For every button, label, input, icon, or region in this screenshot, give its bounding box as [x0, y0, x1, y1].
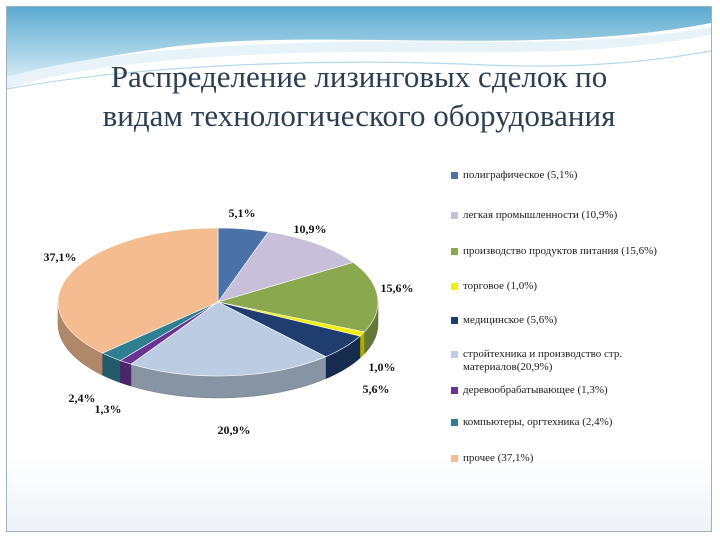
pie-slice-3 — [217, 262, 379, 333]
slide: Распределение лизинговых сделок по видам… — [6, 6, 712, 532]
legend-label: деревообрабатывающее (1,3%) — [463, 384, 608, 396]
legend-item: торговое (1,0%) — [451, 280, 691, 293]
data-label-2: 10,9% — [294, 222, 327, 236]
legend-item: производство продуктов питания (15,6%) — [451, 245, 691, 258]
legend-label: производство продуктов питания (15,6%) — [463, 245, 657, 257]
data-label-1: 5,1% — [229, 206, 256, 220]
legend-swatch — [451, 212, 458, 219]
pie-data-labels: 5,1% 10,9% 15,6% 1,0% 5,6% 20,9% 1,3%2,4% 37,1% — [44, 206, 414, 437]
legend-label: компьютеры, оргтехника (2,4%) — [463, 416, 613, 428]
pie-slice-9 — [57, 227, 219, 354]
legend-label: медицинское (5,6%) — [463, 314, 558, 326]
pie-top — [57, 227, 379, 377]
legend-swatch — [451, 455, 458, 462]
legend-item: прочее (37,1%) — [451, 452, 691, 465]
data-label-8: 2,4% — [69, 391, 96, 405]
slide-title: Распределение лизинговых сделок по видам… — [7, 57, 711, 135]
legend-label: стройтехника и производство стр. материа… — [463, 348, 623, 373]
legend-item: стройтехника и производство стр. материа… — [451, 348, 691, 374]
data-label-5: 5,6% — [363, 382, 390, 396]
data-label-3: 15,6% — [381, 281, 414, 295]
pie-side-7 — [120, 360, 132, 387]
header-decoration — [7, 7, 711, 90]
legend-item: деревообрабатывающее (1,3%) — [451, 384, 691, 397]
legend-label: легкая промышленности (10,9%) — [463, 209, 618, 221]
legend-item: медицинское (5,6%) — [451, 314, 691, 327]
legend-swatch — [451, 317, 458, 324]
legend-label: торговое (1,0%) — [463, 280, 538, 292]
legend-item: компьютеры, оргтехника (2,4%) — [451, 416, 691, 429]
pie-side-walls — [57, 301, 379, 399]
legend-swatch — [451, 419, 458, 426]
data-label-4: 1,0% — [369, 360, 396, 374]
legend-item: легкая промышленности (10,9%) — [451, 209, 691, 222]
legend-swatch — [451, 248, 458, 255]
legend-label: полиграфическое (5,1%) — [463, 169, 578, 181]
data-label-9: 37,1% — [44, 250, 77, 264]
pie-slice-2 — [217, 231, 354, 303]
data-label-7: 1,3% — [95, 402, 122, 416]
legend-item: полиграфическое (5,1%) — [451, 169, 691, 182]
legend-swatch — [451, 387, 458, 394]
legend-swatch — [451, 172, 458, 179]
legend-swatch — [451, 351, 458, 358]
pie-slice-6 — [130, 301, 327, 377]
title-line-2: видам технологического оборудования — [102, 98, 616, 133]
title-line-1: Распределение лизинговых сделок по — [110, 59, 608, 94]
data-label-6: 20,9% — [218, 423, 251, 437]
legend-swatch — [451, 283, 458, 290]
legend-label: прочее (37,1%) — [463, 452, 534, 464]
